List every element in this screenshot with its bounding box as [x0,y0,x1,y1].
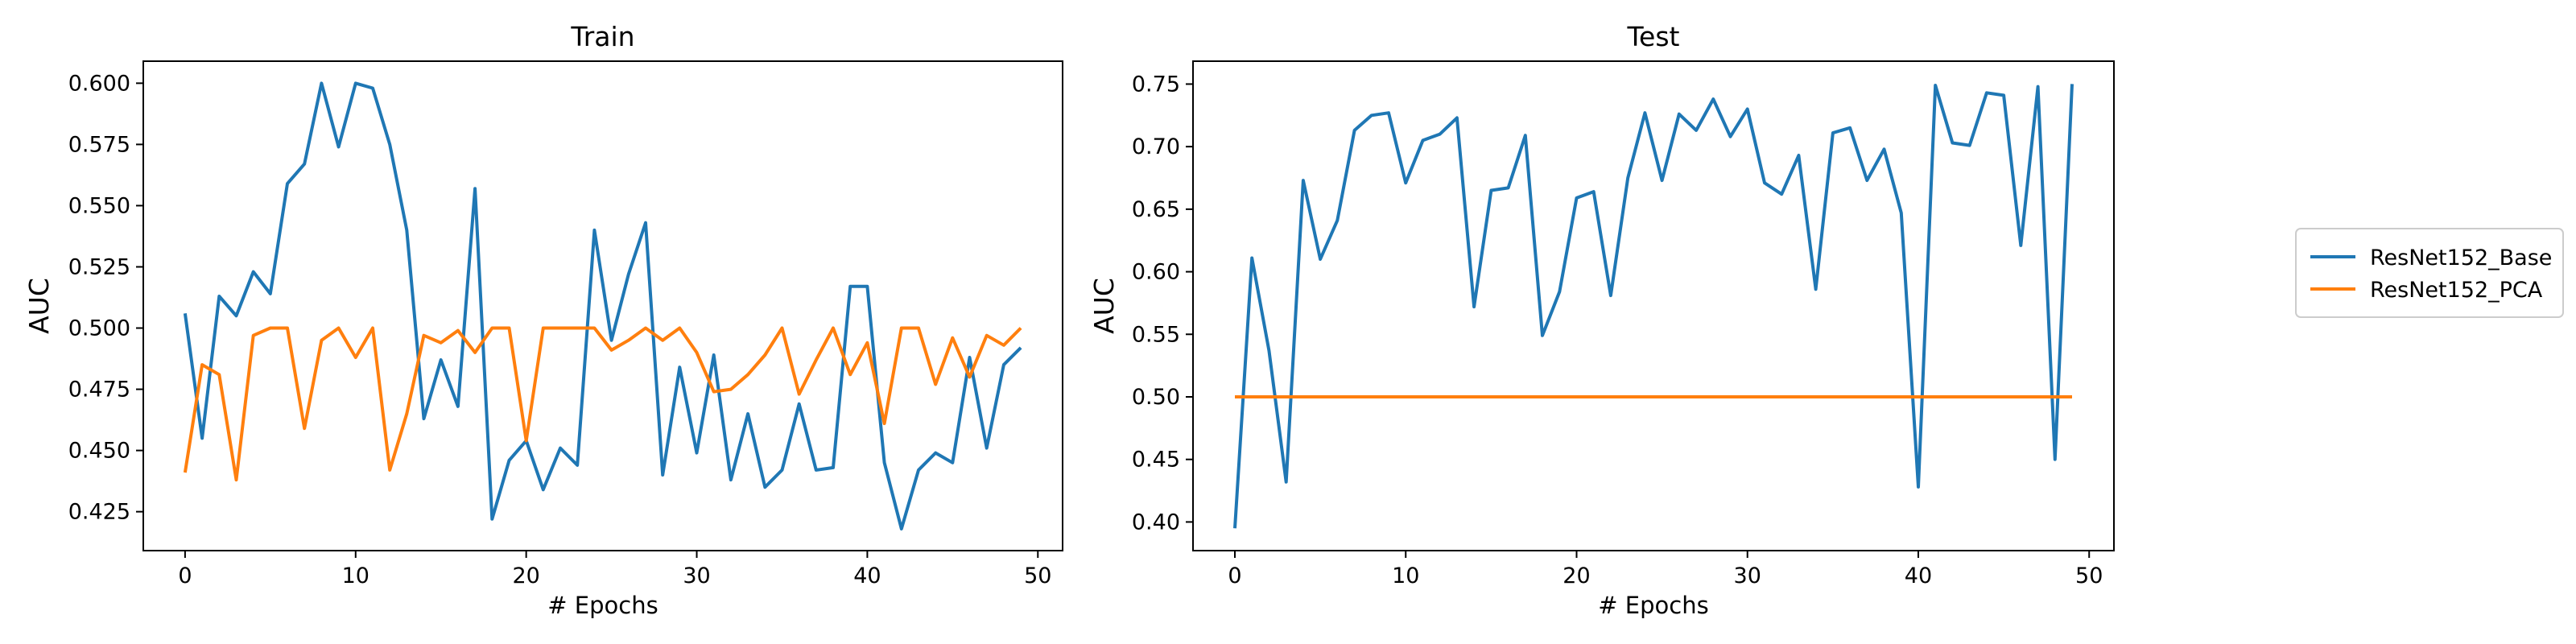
train-plot-frame [142,60,1063,551]
legend-box [2295,228,2564,318]
test-x-tick-label: 10 [1392,564,1419,588]
test-panel: Test # Epochs AUC 0 10 20 30 40 50 0.40 0.45 0.5… [1088,21,2115,619]
legend-label-base: ResNet152_Base [2370,246,2552,270]
test-y-tick-label: 0.65 [1132,197,1180,222]
train-line-resnet152-pca [183,326,1022,482]
train-panel: Train # Epochs AUC 0 10 20 30 40 50 0.425 0.450… [23,21,1063,619]
train-x-tick-label: 10 [342,564,369,588]
train-x-tick-label: 50 [1024,564,1051,588]
train-y-tick-label: 0.500 [68,316,130,341]
train-y-tick-label: 0.475 [68,378,130,402]
train-chart-title: Train [570,21,634,52]
train-x-tick-label: 20 [512,564,539,588]
train-y-tick-label: 0.425 [68,500,130,525]
test-x-tick-label: 40 [1905,564,1932,588]
train-line-resnet152-base [183,81,1022,530]
train-ticks: 0 10 20 30 40 50 0.425 0.450 0.475 0.500 0.525 0.55… [68,71,1052,588]
train-x-axis-label: # Epochs [547,592,658,619]
test-plot-frame [1192,60,2115,551]
test-chart-title: Test [1627,21,1680,52]
test-x-tick-label: 50 [2075,564,2103,588]
train-y-tick-label: 0.450 [68,439,130,464]
test-y-tick-label: 0.55 [1132,322,1180,347]
test-x-tick-label: 0 [1228,564,1241,588]
train-y-tick-label: 0.525 [68,254,130,279]
test-y-tick-label: 0.70 [1132,134,1180,159]
test-y-axis-label: AUC [1088,278,1120,334]
test-x-axis-label: # Epochs [1598,592,1708,619]
train-y-tick-label: 0.600 [68,71,130,96]
test-y-tick-label: 0.75 [1132,72,1180,97]
test-y-tick-label: 0.40 [1132,510,1180,535]
train-series-lines [183,81,1022,530]
test-y-tick-label: 0.60 [1132,260,1180,285]
train-y-axis-label: AUC [23,278,55,334]
train-x-tick-label: 0 [178,564,192,588]
legend-label-pca: ResNet152_PCA [2370,278,2543,303]
train-x-tick-label: 30 [683,564,710,588]
test-line-resnet152-base [1233,84,2074,529]
test-x-tick-label: 30 [1734,564,1761,588]
test-ticks: 0 10 20 30 40 50 0.40 0.45 0.50 0.55 0.60 0.65 0.70 0… [1132,72,2103,588]
legend: ResNet152_Base ResNet152_PCA [2295,228,2564,318]
test-y-tick-label: 0.45 [1132,448,1180,473]
test-y-tick-label: 0.50 [1132,385,1180,410]
test-x-tick-label: 20 [1563,564,1590,588]
train-y-tick-label: 0.550 [68,193,130,218]
train-y-tick-label: 0.575 [68,132,130,157]
test-series-lines [1233,84,2074,529]
train-x-tick-label: 40 [853,564,881,588]
